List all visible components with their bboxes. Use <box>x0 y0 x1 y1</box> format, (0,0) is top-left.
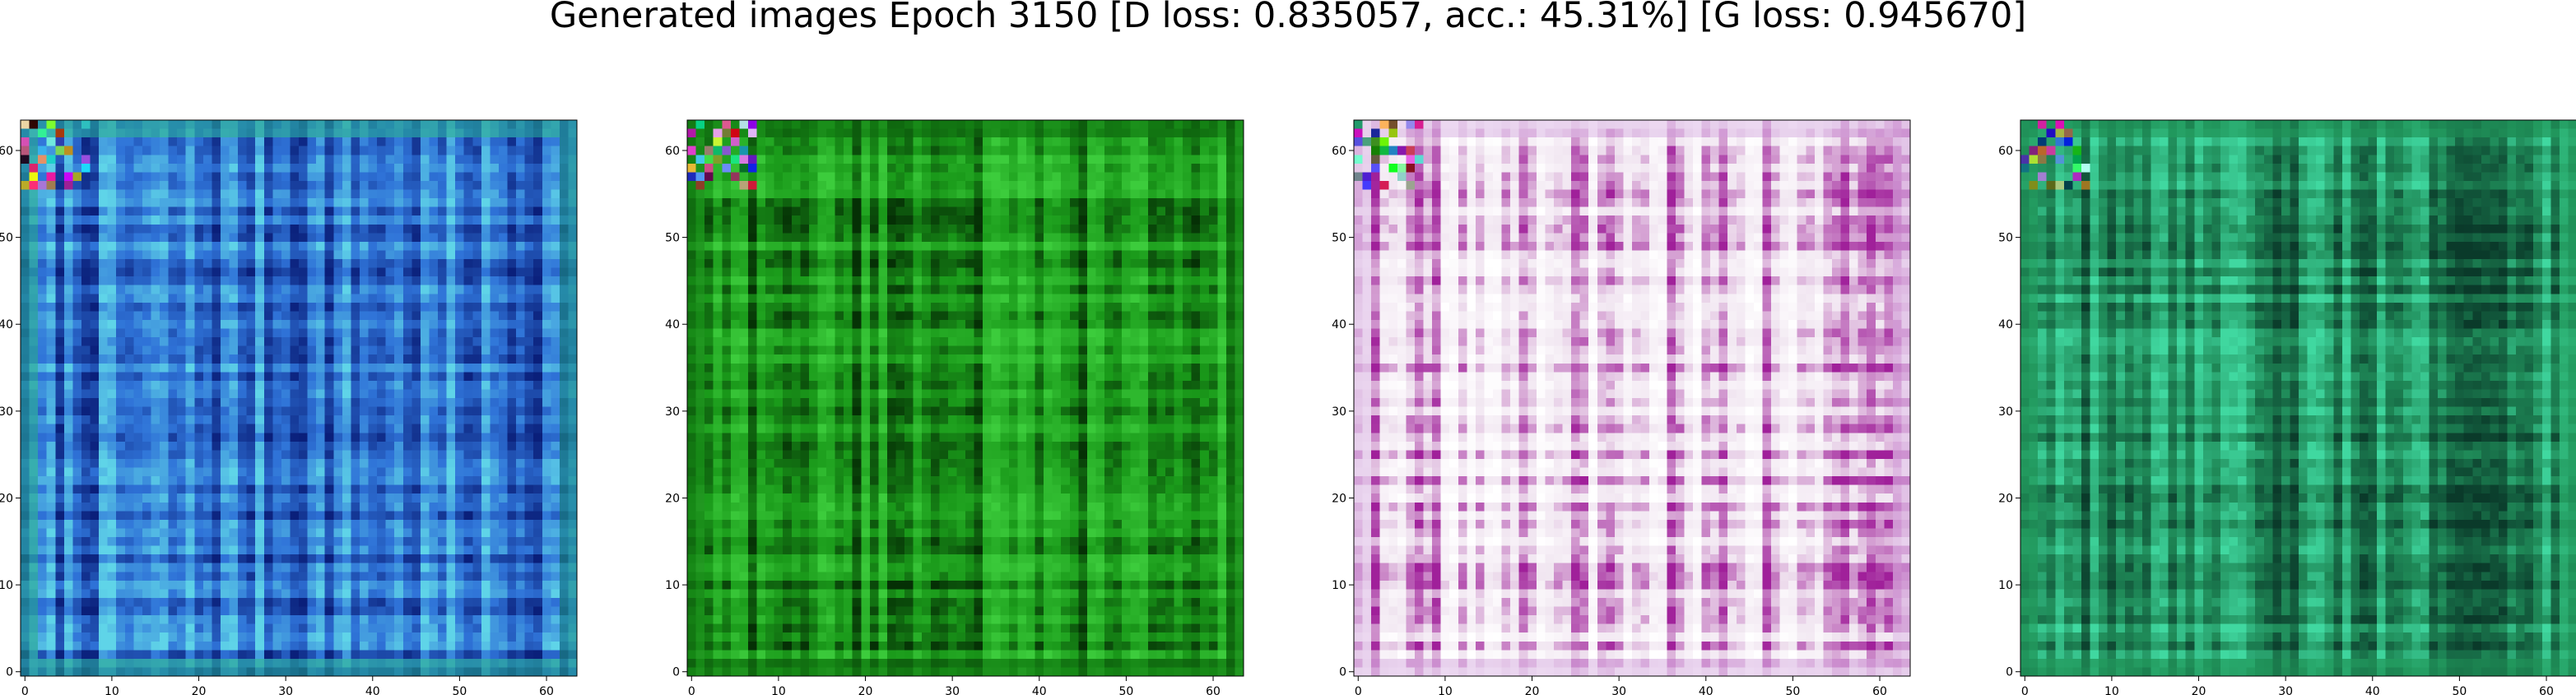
figure-title: Generated images Epoch 3150 [D loss: 0.8… <box>549 0 2027 36</box>
y-tick-label: 40 <box>0 318 13 331</box>
x-tick-label: 0 <box>1355 685 1362 695</box>
generated-image <box>1354 120 1910 676</box>
y-tick-label: 50 <box>1998 232 2013 245</box>
x-tick-label: 60 <box>539 685 554 695</box>
y-tick-label: 30 <box>1998 405 2013 419</box>
x-tick-label: 10 <box>1438 685 1453 695</box>
y-tick-label: 20 <box>665 492 680 505</box>
x-tick-label: 40 <box>1032 685 1047 695</box>
y-tick-label: 40 <box>665 318 680 331</box>
x-tick-label: 30 <box>2278 685 2293 695</box>
image-panel-4: 0 10 20 30 40 50 60 0 10 20 30 40 50 60 <box>1998 119 2576 695</box>
y-tick-label: 0 <box>2006 666 2013 679</box>
y-tick-label: 0 <box>672 666 680 679</box>
x-tick-label: 20 <box>858 685 873 695</box>
x-tick-label: 10 <box>771 685 786 695</box>
x-tick-label: 10 <box>2104 685 2119 695</box>
y-tick-label: 50 <box>0 232 13 245</box>
axes-frame <box>686 119 1244 677</box>
y-tick-label: 60 <box>665 145 680 158</box>
y-tick-label: 60 <box>1998 145 2013 158</box>
x-tick-label: 50 <box>1118 685 1133 695</box>
x-tick-label: 20 <box>192 685 207 695</box>
generated-image <box>21 120 577 676</box>
y-tick-label: 20 <box>1332 492 1346 505</box>
x-tick-label: 20 <box>2192 685 2206 695</box>
axes-frame <box>1353 119 1911 677</box>
x-tick-label: 0 <box>2021 685 2029 695</box>
generated-image <box>687 120 1244 676</box>
axes-frame <box>20 119 578 677</box>
y-tick-label: 20 <box>0 492 13 505</box>
x-tick-label: 50 <box>1785 685 1800 695</box>
x-tick-label: 0 <box>688 685 695 695</box>
y-tick-label: 40 <box>1332 318 1346 331</box>
y-tick-label: 30 <box>1332 405 1346 419</box>
y-tick-label: 0 <box>1339 666 1346 679</box>
x-tick-label: 0 <box>21 685 29 695</box>
x-tick-label: 40 <box>2365 685 2380 695</box>
y-tick-label: 40 <box>1998 318 2013 331</box>
image-panel-3: 0 10 20 30 40 50 60 0 10 20 30 40 50 60 <box>1332 119 1911 695</box>
x-tick-label: 50 <box>2452 685 2467 695</box>
y-tick-label: 10 <box>0 579 13 592</box>
x-tick-label: 10 <box>105 685 119 695</box>
y-tick-label: 50 <box>1332 232 1346 245</box>
x-tick-label: 50 <box>452 685 467 695</box>
y-tick-label: 30 <box>665 405 680 419</box>
y-tick-label: 20 <box>1998 492 2013 505</box>
y-tick-label: 60 <box>0 145 13 158</box>
y-tick-label: 10 <box>665 579 680 592</box>
x-tick-label: 30 <box>1611 685 1626 695</box>
y-tick-label: 50 <box>665 232 680 245</box>
y-tick-label: 10 <box>1332 579 1346 592</box>
y-tick-label: 0 <box>6 666 13 679</box>
y-tick-label: 10 <box>1998 579 2013 592</box>
x-tick-label: 60 <box>1872 685 1887 695</box>
x-tick-label: 20 <box>1525 685 1540 695</box>
x-tick-label: 40 <box>1699 685 1713 695</box>
axes-frame <box>2020 119 2576 677</box>
x-tick-label: 30 <box>945 685 960 695</box>
y-tick-label: 30 <box>0 405 13 419</box>
image-panel-2: 0 10 20 30 40 50 60 0 10 20 30 40 50 60 <box>665 119 1244 695</box>
y-tick-label: 60 <box>1332 145 1346 158</box>
x-tick-label: 60 <box>2539 685 2554 695</box>
image-panel-1: 0 10 20 30 40 50 60 0 10 20 30 40 50 60 <box>0 119 578 695</box>
x-tick-label: 30 <box>278 685 293 695</box>
generated-image <box>2020 120 2576 676</box>
x-tick-label: 40 <box>365 685 380 695</box>
x-tick-label: 60 <box>1206 685 1221 695</box>
